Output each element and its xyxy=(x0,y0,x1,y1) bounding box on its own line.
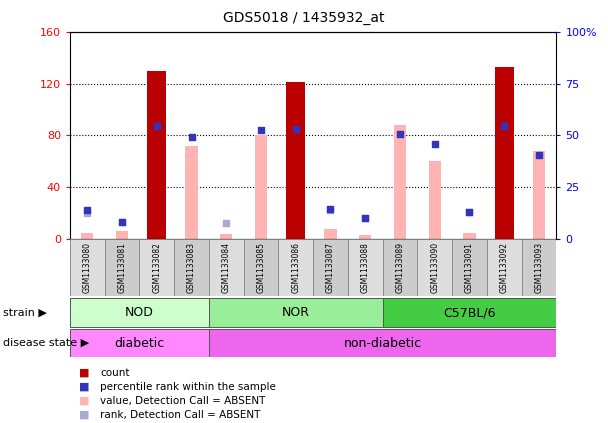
Point xyxy=(430,141,440,148)
Point xyxy=(152,123,162,130)
Bar xyxy=(487,239,522,296)
Point xyxy=(256,127,266,134)
Text: percentile rank within the sample: percentile rank within the sample xyxy=(100,382,276,392)
Bar xyxy=(313,239,348,296)
Point xyxy=(83,210,92,217)
Text: GSM1133082: GSM1133082 xyxy=(152,242,161,293)
Text: C57BL/6: C57BL/6 xyxy=(443,306,496,319)
Text: non-diabetic: non-diabetic xyxy=(344,337,422,349)
Point xyxy=(361,215,370,222)
Text: GSM1133093: GSM1133093 xyxy=(534,242,544,293)
Bar xyxy=(139,239,174,296)
Text: GSM1133087: GSM1133087 xyxy=(326,242,335,293)
Bar xyxy=(174,239,209,296)
Point xyxy=(291,126,300,132)
Text: ■: ■ xyxy=(79,368,89,378)
FancyBboxPatch shape xyxy=(209,298,382,327)
Bar xyxy=(278,239,313,296)
Text: GSM1133091: GSM1133091 xyxy=(465,242,474,293)
FancyBboxPatch shape xyxy=(70,298,209,327)
Text: disease state ▶: disease state ▶ xyxy=(3,338,89,348)
Text: GSM1133084: GSM1133084 xyxy=(222,242,231,293)
Bar xyxy=(244,239,278,296)
FancyBboxPatch shape xyxy=(209,329,556,357)
Text: NOR: NOR xyxy=(282,306,309,319)
Bar xyxy=(255,135,267,239)
Text: GSM1133086: GSM1133086 xyxy=(291,242,300,293)
Point xyxy=(395,131,405,137)
Point xyxy=(83,207,92,214)
Text: diabetic: diabetic xyxy=(114,337,165,349)
Point xyxy=(465,209,474,215)
Bar xyxy=(325,229,337,239)
Bar xyxy=(452,239,487,296)
Text: GSM1133081: GSM1133081 xyxy=(117,242,126,293)
Bar xyxy=(463,233,475,239)
Bar xyxy=(185,146,198,239)
Text: GDS5018 / 1435932_at: GDS5018 / 1435932_at xyxy=(223,11,385,25)
Text: GSM1133085: GSM1133085 xyxy=(257,242,266,293)
Point xyxy=(326,206,336,213)
Text: GSM1133089: GSM1133089 xyxy=(395,242,404,293)
Text: GSM1133088: GSM1133088 xyxy=(361,242,370,293)
Text: ■: ■ xyxy=(79,382,89,392)
Bar xyxy=(348,239,382,296)
Point xyxy=(361,215,370,222)
Bar xyxy=(382,239,417,296)
Text: strain ▶: strain ▶ xyxy=(3,308,47,318)
Bar xyxy=(286,82,305,239)
Bar xyxy=(220,234,232,239)
Text: ■: ■ xyxy=(79,410,89,420)
Text: GSM1133080: GSM1133080 xyxy=(83,242,92,293)
Text: NOD: NOD xyxy=(125,306,154,319)
Bar xyxy=(394,125,406,239)
Point xyxy=(221,220,231,227)
Bar xyxy=(209,239,244,296)
Bar xyxy=(147,71,167,239)
Bar xyxy=(495,67,514,239)
Bar xyxy=(105,239,139,296)
FancyBboxPatch shape xyxy=(382,298,556,327)
Bar xyxy=(429,161,441,239)
Bar xyxy=(522,239,556,296)
Point xyxy=(499,123,509,130)
Text: GSM1133083: GSM1133083 xyxy=(187,242,196,293)
Bar xyxy=(533,151,545,239)
Bar xyxy=(70,239,105,296)
Text: value, Detection Call = ABSENT: value, Detection Call = ABSENT xyxy=(100,396,266,406)
Text: rank, Detection Call = ABSENT: rank, Detection Call = ABSENT xyxy=(100,410,261,420)
Bar xyxy=(417,239,452,296)
Point xyxy=(534,151,544,158)
Text: ■: ■ xyxy=(79,396,89,406)
Bar xyxy=(81,233,94,239)
Text: GSM1133090: GSM1133090 xyxy=(430,242,439,293)
FancyBboxPatch shape xyxy=(70,329,209,357)
Text: GSM1133092: GSM1133092 xyxy=(500,242,509,293)
Bar xyxy=(116,231,128,239)
Point xyxy=(187,133,196,140)
Bar xyxy=(359,235,371,239)
Point xyxy=(465,209,474,215)
Text: count: count xyxy=(100,368,130,378)
Point xyxy=(117,219,127,225)
Point xyxy=(117,219,127,225)
Point xyxy=(326,207,336,214)
